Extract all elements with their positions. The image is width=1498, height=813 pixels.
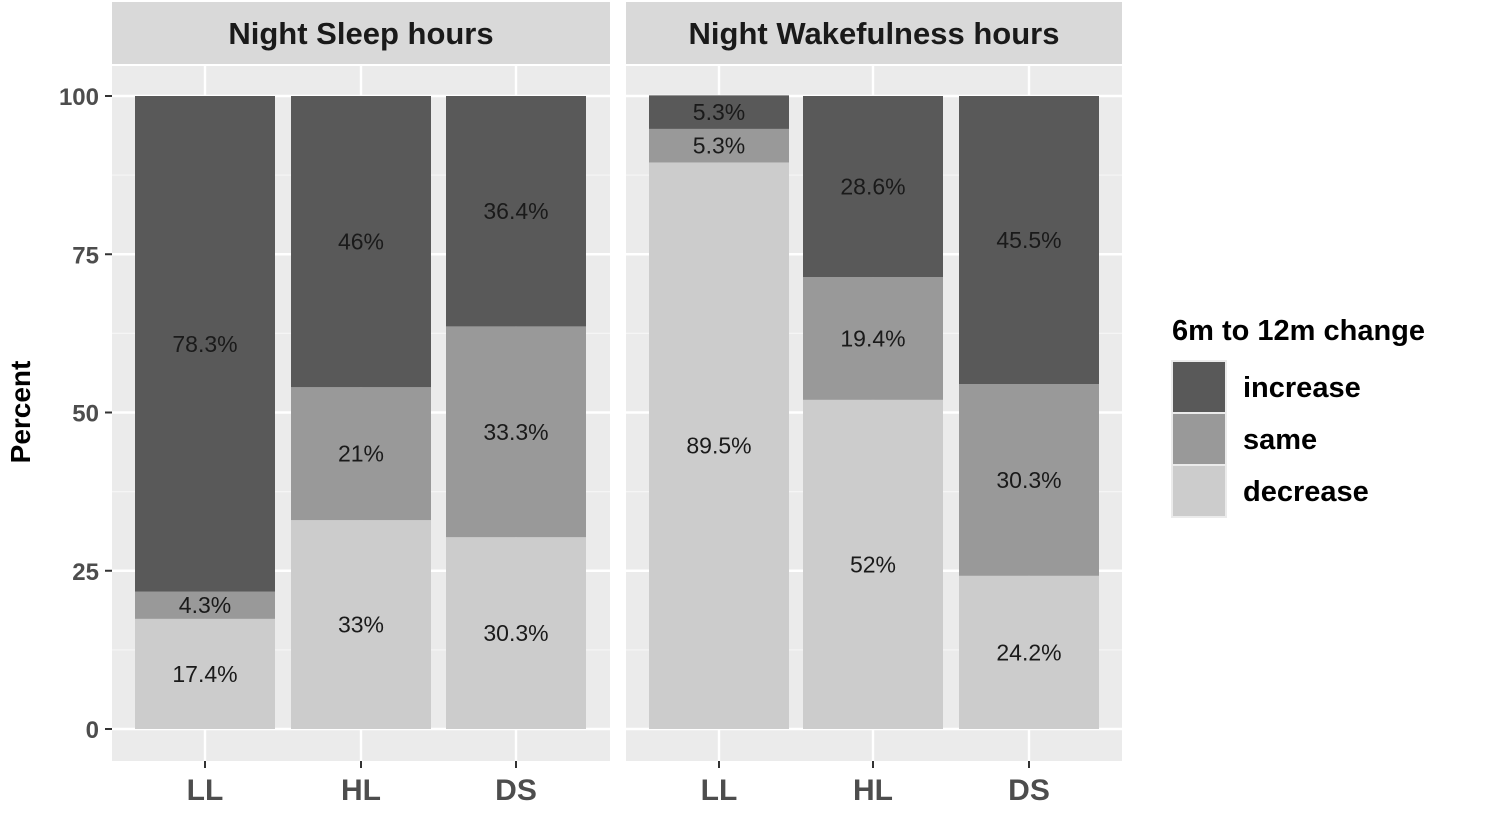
data-label: 36.4% <box>483 198 548 224</box>
bar-segment-increase <box>135 96 275 592</box>
bar-segment-decrease <box>446 537 586 729</box>
x-tick-label: LL <box>187 774 224 807</box>
data-label: 78.3% <box>172 331 237 357</box>
data-label: 30.3% <box>996 467 1061 493</box>
x-tick-label: LL <box>701 774 738 807</box>
legend-key-same <box>1171 412 1227 466</box>
bar-segment-decrease <box>649 162 789 730</box>
data-label: 5.3% <box>693 99 745 125</box>
x-tick-label: DS <box>1008 774 1050 807</box>
y-axis-title: Percent <box>5 361 36 464</box>
data-label: 46% <box>338 229 384 255</box>
y-tick-label: 0 <box>86 717 99 744</box>
y-tick-label: 75 <box>72 242 99 269</box>
data-label: 30.3% <box>483 620 548 646</box>
data-label: 89.5% <box>686 433 751 459</box>
data-label: 33% <box>338 612 384 638</box>
x-tick-label: HL <box>853 774 893 807</box>
bar-segment-decrease <box>959 575 1099 729</box>
legend-title: 6m to 12m change <box>1172 315 1425 347</box>
data-label: 4.3% <box>179 592 231 618</box>
bar-segment-same <box>803 277 943 400</box>
legend-key-increase <box>1171 360 1227 414</box>
data-label: 45.5% <box>996 227 1061 253</box>
bar-segment-increase <box>291 96 431 388</box>
bar-segment-decrease <box>803 399 943 729</box>
bar-segment-decrease <box>135 618 275 729</box>
data-label: 21% <box>338 441 384 467</box>
bar-segment-same <box>291 387 431 521</box>
facet-strip <box>626 2 1122 64</box>
facet-strip <box>112 2 610 64</box>
bar-segment-same <box>649 128 789 163</box>
facet-title: Night Wakefulness hours <box>689 16 1060 51</box>
data-label: 28.6% <box>840 174 905 200</box>
legend-label: increase <box>1243 372 1361 404</box>
bar-segment-increase <box>446 96 586 327</box>
data-label: 52% <box>850 551 896 577</box>
bar-segment-same <box>446 326 586 538</box>
x-tick-label: HL <box>341 774 381 807</box>
y-tick-label: 50 <box>72 401 99 428</box>
data-label: 5.3% <box>693 133 745 159</box>
data-label: 19.4% <box>840 325 905 351</box>
legend-label: same <box>1243 424 1317 456</box>
bar-segment-increase <box>959 96 1099 385</box>
legend-key-decrease <box>1171 464 1227 518</box>
bar-segment-same <box>959 384 1099 576</box>
bar-segment-decrease <box>291 520 431 729</box>
data-label: 24.2% <box>996 639 1061 665</box>
bar-segment-increase <box>803 96 943 278</box>
data-label: 17.4% <box>172 661 237 687</box>
facet-title: Night Sleep hours <box>228 16 493 51</box>
data-label: 33.3% <box>483 419 548 445</box>
bar-segment-increase <box>649 95 789 129</box>
y-tick-label: 25 <box>72 559 99 586</box>
x-tick-label: DS <box>495 774 537 807</box>
legend-label: decrease <box>1243 476 1369 508</box>
bar-segment-same <box>135 591 275 619</box>
y-tick-label: 100 <box>59 84 99 111</box>
